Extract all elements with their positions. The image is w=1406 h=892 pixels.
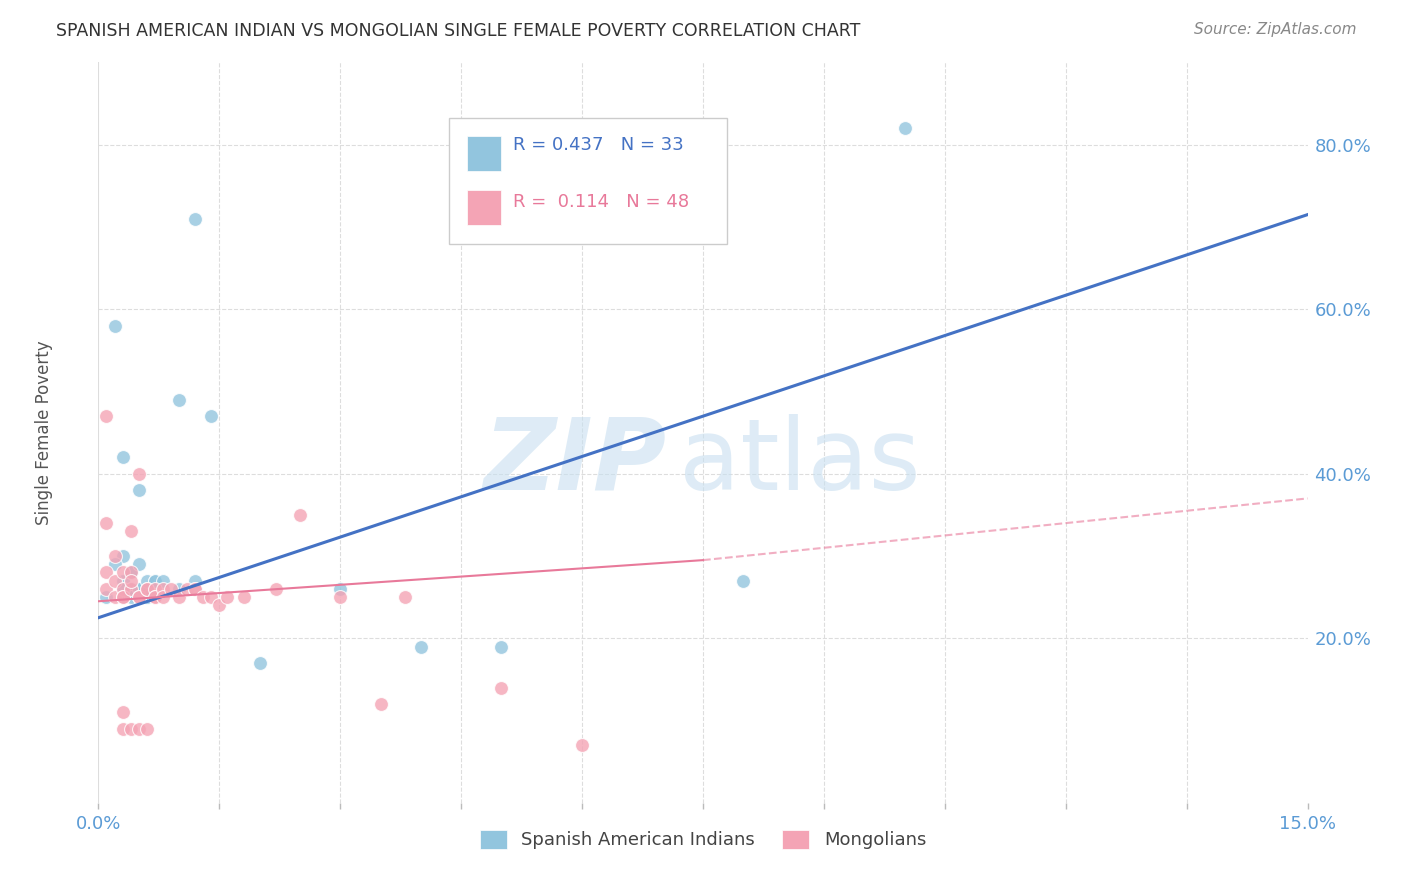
Point — [120, 574, 142, 588]
Point — [103, 549, 125, 563]
Point — [143, 574, 166, 588]
Text: R = 0.437   N = 33: R = 0.437 N = 33 — [513, 136, 683, 154]
Point — [893, 121, 915, 136]
Bar — [467, 190, 501, 226]
Point — [96, 582, 118, 596]
Point — [120, 524, 142, 539]
Point — [571, 738, 593, 752]
Point — [128, 558, 150, 572]
Point — [135, 582, 157, 596]
Point — [184, 574, 207, 588]
Point — [184, 211, 207, 226]
Point — [288, 508, 311, 522]
Point — [152, 582, 174, 596]
Point — [103, 558, 125, 572]
Point — [370, 697, 392, 711]
Point — [111, 574, 134, 588]
Point — [111, 590, 134, 604]
Point — [120, 566, 142, 580]
Point — [329, 590, 352, 604]
Point — [111, 566, 134, 580]
Point — [128, 582, 150, 596]
Legend: Spanish American Indians, Mongolians: Spanish American Indians, Mongolians — [472, 823, 934, 856]
Point — [409, 640, 432, 654]
Point — [111, 549, 134, 563]
Point — [111, 582, 134, 596]
Text: ZIP: ZIP — [484, 414, 666, 511]
Point — [111, 722, 134, 736]
Point — [143, 574, 166, 588]
Point — [111, 590, 134, 604]
Text: R =  0.114   N = 48: R = 0.114 N = 48 — [513, 193, 689, 211]
Point — [167, 590, 190, 604]
Point — [120, 566, 142, 580]
Point — [176, 582, 198, 596]
Point — [135, 722, 157, 736]
Point — [184, 582, 207, 596]
Bar — [467, 136, 501, 171]
Point — [96, 566, 118, 580]
Point — [128, 483, 150, 498]
Text: Source: ZipAtlas.com: Source: ZipAtlas.com — [1194, 22, 1357, 37]
Point — [217, 590, 239, 604]
Point — [264, 582, 287, 596]
Point — [208, 599, 231, 613]
Point — [111, 450, 134, 465]
Point — [120, 582, 142, 596]
Point — [128, 582, 150, 596]
Point — [128, 722, 150, 736]
Point — [128, 590, 150, 604]
Point — [200, 590, 222, 604]
Point — [167, 582, 190, 596]
Point — [103, 318, 125, 333]
Point — [394, 590, 416, 604]
Text: atlas: atlas — [679, 414, 921, 511]
Point — [160, 582, 183, 596]
Point — [232, 590, 254, 604]
Point — [103, 574, 125, 588]
Point — [103, 590, 125, 604]
Point — [329, 582, 352, 596]
Point — [193, 590, 215, 604]
Text: SPANISH AMERICAN INDIAN VS MONGOLIAN SINGLE FEMALE POVERTY CORRELATION CHART: SPANISH AMERICAN INDIAN VS MONGOLIAN SIN… — [56, 22, 860, 40]
Point — [120, 722, 142, 736]
Point — [733, 574, 755, 588]
Point — [143, 590, 166, 604]
Point — [249, 656, 271, 670]
Point — [128, 467, 150, 481]
Point — [120, 582, 142, 596]
Point — [152, 590, 174, 604]
Point — [135, 582, 157, 596]
Point — [143, 590, 166, 604]
Point — [184, 582, 207, 596]
Point — [120, 566, 142, 580]
Point — [128, 590, 150, 604]
Point — [96, 516, 118, 530]
Point — [491, 681, 513, 695]
Point — [135, 574, 157, 588]
Point — [491, 640, 513, 654]
Point — [96, 409, 118, 424]
Point — [111, 582, 134, 596]
Text: Single Female Poverty: Single Female Poverty — [35, 341, 53, 524]
Point — [111, 706, 134, 720]
Point — [152, 574, 174, 588]
Point — [111, 590, 134, 604]
Point — [135, 590, 157, 604]
Point — [135, 582, 157, 596]
FancyBboxPatch shape — [449, 118, 727, 244]
Point — [96, 590, 118, 604]
Point — [200, 409, 222, 424]
Point — [128, 590, 150, 604]
Point — [143, 582, 166, 596]
Point — [120, 590, 142, 604]
Point — [167, 392, 190, 407]
